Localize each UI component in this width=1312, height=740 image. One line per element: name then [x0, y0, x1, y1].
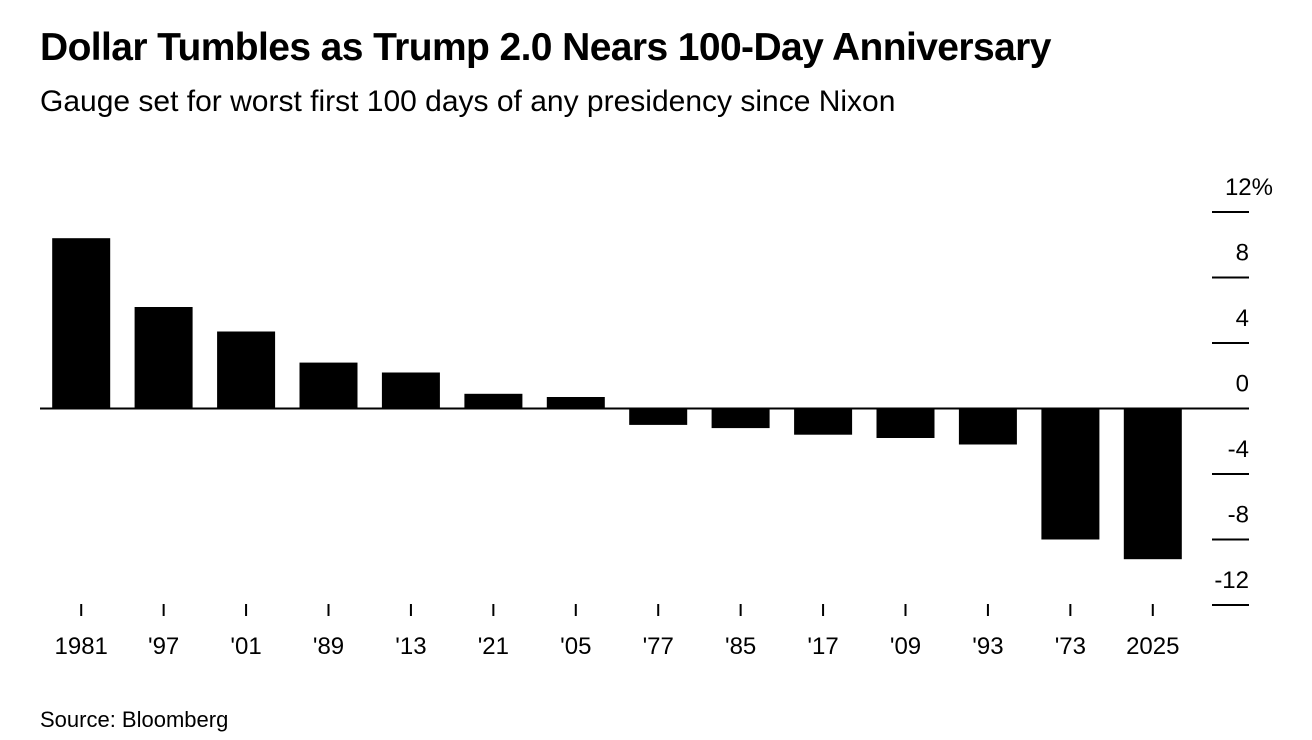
bar	[52, 238, 111, 409]
x-tick-label: '09	[890, 633, 921, 660]
y-tick-label: 0	[1236, 371, 1249, 398]
bar-chart: 1981 '97 '01 '89 '13 '21 '05 '77 '85 '17 '09 '93 '73…	[40, 174, 1273, 660]
x-tick-label: '85	[725, 633, 756, 660]
x-tick-label: '73	[1055, 633, 1086, 660]
x-tick-label: '17	[807, 633, 838, 660]
bar	[1041, 408, 1100, 540]
bar	[629, 408, 688, 425]
x-tick-label: '89	[313, 633, 344, 660]
bar	[794, 408, 853, 435]
x-tick-label: '01	[230, 633, 261, 660]
y-tick-label: 8	[1236, 240, 1249, 267]
x-tick-label: 1981	[55, 633, 108, 660]
x-tick-label: '05	[560, 633, 591, 660]
bar	[299, 362, 358, 409]
bar	[711, 408, 770, 429]
y-tick-label: -4	[1228, 436, 1249, 463]
bar	[134, 307, 193, 409]
y-tick-label: 12%	[1225, 174, 1273, 201]
bar	[546, 397, 605, 409]
source-note: Source: Bloomberg	[40, 707, 229, 732]
x-tick-label: '93	[972, 633, 1003, 660]
x-tick-label: '21	[478, 633, 509, 660]
y-tick-label: -12	[1214, 567, 1249, 594]
chart-title: Dollar Tumbles as Trump 2.0 Nears 100-Da…	[40, 26, 1051, 69]
bar	[1123, 408, 1182, 560]
bar	[381, 372, 440, 409]
x-tick-label: '13	[395, 633, 426, 660]
x-tick-label: '97	[148, 633, 179, 660]
y-tick-label: 4	[1236, 305, 1249, 332]
bar	[464, 393, 523, 409]
x-tick-label: '77	[643, 633, 674, 660]
bar	[876, 408, 935, 438]
x-tick-label: 2025	[1126, 633, 1179, 660]
y-tick-label: -8	[1228, 502, 1249, 529]
bar	[217, 331, 276, 409]
chart-subtitle: Gauge set for worst first 100 days of an…	[40, 85, 896, 118]
bar	[958, 408, 1017, 445]
